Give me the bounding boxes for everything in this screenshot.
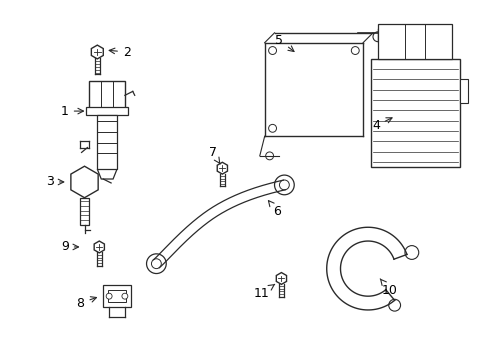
Circle shape <box>447 154 457 164</box>
Circle shape <box>279 180 289 190</box>
Circle shape <box>447 62 457 72</box>
Circle shape <box>389 299 400 311</box>
Text: 5: 5 <box>275 34 294 51</box>
Circle shape <box>374 154 384 164</box>
Circle shape <box>373 32 383 42</box>
Text: 11: 11 <box>254 284 275 300</box>
Bar <box>90 81 125 108</box>
Text: 4: 4 <box>372 118 392 132</box>
Text: 3: 3 <box>46 175 64 189</box>
Text: 1: 1 <box>61 105 83 118</box>
Circle shape <box>147 254 166 274</box>
Circle shape <box>438 45 442 50</box>
Circle shape <box>388 45 393 50</box>
Circle shape <box>374 62 384 72</box>
Bar <box>79 198 90 225</box>
Bar <box>98 115 117 169</box>
Bar <box>371 59 460 167</box>
Circle shape <box>405 246 419 260</box>
Text: 8: 8 <box>76 297 97 310</box>
Bar <box>103 285 131 307</box>
Circle shape <box>269 124 276 132</box>
Circle shape <box>413 33 418 38</box>
Circle shape <box>122 293 128 299</box>
Circle shape <box>388 33 393 38</box>
Circle shape <box>269 46 276 54</box>
Bar <box>86 107 128 115</box>
Text: 2: 2 <box>109 45 131 59</box>
Circle shape <box>151 259 161 269</box>
Text: 7: 7 <box>209 146 220 164</box>
Circle shape <box>438 33 442 38</box>
Bar <box>460 78 467 103</box>
Text: 9: 9 <box>61 240 78 253</box>
Circle shape <box>413 45 418 50</box>
Circle shape <box>266 152 273 160</box>
Text: 6: 6 <box>269 201 281 218</box>
Circle shape <box>106 293 112 299</box>
Bar <box>108 290 126 302</box>
Text: 10: 10 <box>380 279 398 297</box>
Circle shape <box>351 46 359 54</box>
Bar <box>378 24 452 59</box>
Circle shape <box>274 175 294 195</box>
